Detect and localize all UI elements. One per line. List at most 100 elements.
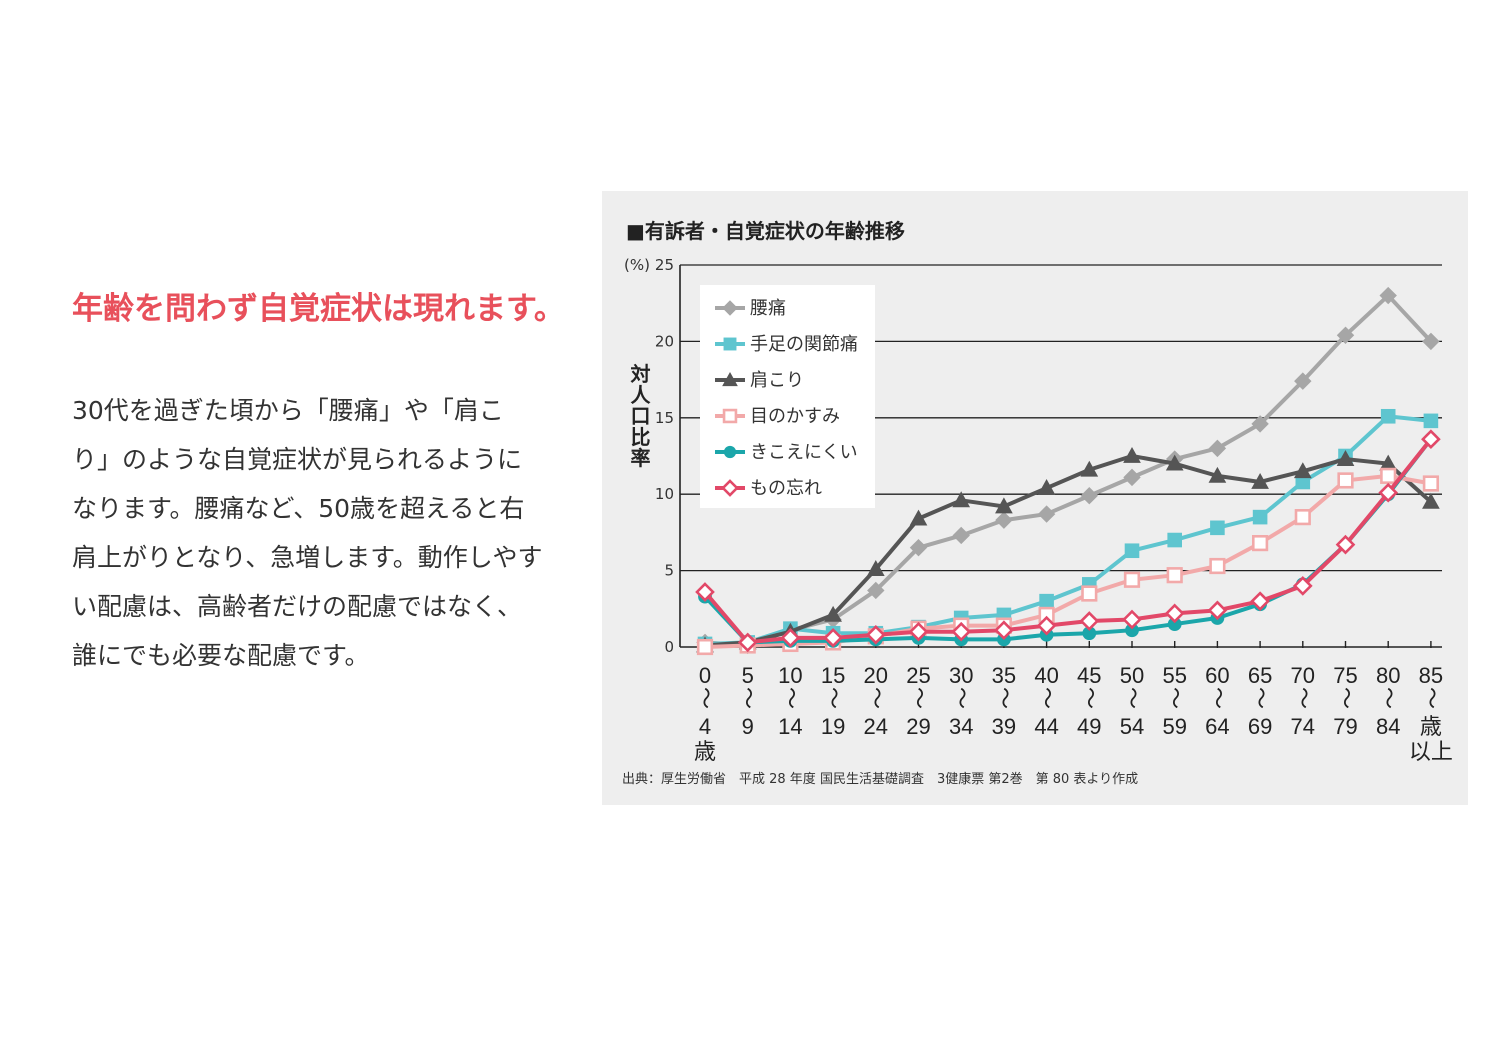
x-tick-label: 85 [1419, 663, 1443, 688]
x-tick-separator: 〜 [1077, 687, 1102, 709]
x-tick-separator: 〜 [1120, 687, 1145, 709]
x-tick-label: 55 [1162, 663, 1186, 688]
data-point [994, 620, 1014, 641]
data-point [865, 624, 886, 645]
x-tick-label-end: 34 [949, 714, 973, 739]
x-tick-label-end: 64 [1205, 714, 1229, 739]
x-tick-last-extra: 以上 [1409, 739, 1453, 764]
data-point [1422, 492, 1440, 509]
body-line: なります。腰痛など、50歳を超えると右 [72, 494, 525, 523]
x-tick-label-end: 74 [1291, 714, 1315, 739]
legend-marker [721, 479, 739, 497]
data-point [1293, 462, 1312, 479]
data-point [995, 497, 1013, 514]
legend-marker [722, 371, 738, 387]
legend-marker [723, 445, 737, 459]
data-point [1335, 534, 1356, 555]
legend-label: 腰痛 [750, 298, 786, 319]
data-point [1337, 472, 1354, 489]
axis-layer: 0510152025(%)対人口比率0〜45〜910〜1415〜1920〜242… [624, 256, 1453, 764]
x-tick-label: 5 [742, 663, 754, 688]
x-tick-label: 0 [699, 663, 711, 688]
data-point [909, 538, 928, 557]
data-point [1422, 475, 1439, 492]
data-point [1380, 408, 1396, 424]
x-tick-label: 65 [1248, 663, 1272, 688]
x-tick-label: 35 [992, 663, 1016, 688]
data-point [1080, 487, 1099, 505]
y-axis-label: 対人口比率 [627, 363, 651, 468]
legend-label: 目のかすみ [750, 406, 840, 427]
x-tick-label: 75 [1333, 663, 1357, 688]
page-headline: 年齢を問わず自覚症状は現れます。 [72, 291, 565, 327]
x-tick-separator: 〜 [907, 687, 932, 709]
x-tick-label-end: 54 [1120, 714, 1144, 739]
body-paragraph: 30代を過ぎた頃から「腰痛」や「肩こ り」のような自覚症状が見られるように なり… [72, 386, 562, 680]
chart-title: ■有訴者・自覚症状の年齢推移 [626, 219, 905, 243]
x-tick-label-end: 39 [992, 714, 1016, 739]
x-tick-label-end: 49 [1077, 714, 1101, 739]
x-tick-label-end: 19 [821, 714, 845, 739]
x-tick-label: 25 [906, 663, 930, 688]
data-point [1123, 468, 1141, 487]
data-point [1037, 505, 1056, 523]
x-tick-label-end: 29 [906, 714, 930, 739]
x-tick-separator: 〜 [864, 687, 889, 709]
x-tick-label: 80 [1376, 663, 1400, 688]
data-point [1422, 332, 1440, 351]
data-point [696, 638, 714, 656]
x-tick-label-end: 79 [1333, 714, 1357, 739]
body-line: り」のような自覚症状が見られるように [72, 445, 523, 474]
y-tick-label: 15 [655, 409, 674, 427]
data-point [1251, 534, 1269, 552]
data-point [1292, 576, 1313, 596]
data-point [1251, 472, 1269, 489]
body-line: 誰にでも必要な配慮です。 [72, 641, 370, 670]
data-point [1294, 509, 1311, 526]
x-tick-label: 40 [1034, 663, 1058, 688]
data-point [952, 526, 970, 545]
x-tick-separator: 〜 [1163, 687, 1188, 709]
x-tick-label: 70 [1291, 663, 1315, 688]
data-point [1123, 571, 1141, 588]
x-tick-separator: 〜 [1205, 687, 1230, 709]
y-tick-label: 5 [664, 562, 674, 580]
x-tick-separator: 〜 [1419, 687, 1444, 709]
x-tick-label-end: 24 [864, 714, 888, 739]
x-tick-separator: 〜 [992, 687, 1017, 709]
data-point [1379, 286, 1397, 305]
x-tick-suffix: 歳 [694, 739, 716, 764]
data-point [1208, 466, 1227, 483]
data-point [951, 621, 972, 642]
series-6 [695, 429, 1441, 653]
data-point [995, 511, 1013, 529]
data-point [1208, 439, 1227, 458]
x-tick-label: 45 [1077, 663, 1101, 688]
x-tick-label: 15 [821, 663, 845, 688]
data-point [1210, 520, 1225, 536]
legend-label: 肩こり [750, 370, 804, 391]
data-point [909, 509, 928, 526]
data-point [867, 581, 885, 600]
legend-marker [722, 300, 738, 316]
x-tick-separator: 〜 [1291, 687, 1316, 709]
data-point [952, 491, 971, 508]
x-tick-separator: 〜 [693, 687, 718, 709]
x-tick-label: 30 [949, 663, 973, 688]
data-point [1037, 479, 1056, 495]
legend-marker [723, 337, 737, 351]
x-tick-separator: 〜 [1035, 687, 1060, 709]
chart-panel: ■有訴者・自覚症状の年齢推移 0 5 10 15 20 25 (%) 対人口比率 0 〜 4 5 〜 9 1… [602, 191, 1468, 805]
data-point [1294, 372, 1312, 390]
legend-label: もの忘れ [750, 478, 822, 499]
x-tick-label: 60 [1205, 663, 1229, 688]
data-point [1250, 591, 1270, 611]
y-tick-label: 20 [655, 332, 674, 350]
data-point [1080, 460, 1099, 477]
data-point [1207, 600, 1228, 621]
x-tick-label: 50 [1120, 663, 1144, 688]
x-tick-separator: 〜 [736, 687, 761, 709]
body-line: 30代を過ぎた頃から「腰痛」や「肩こ [72, 396, 504, 425]
x-tick-separator: 〜 [1376, 687, 1401, 709]
data-point [1380, 467, 1397, 484]
